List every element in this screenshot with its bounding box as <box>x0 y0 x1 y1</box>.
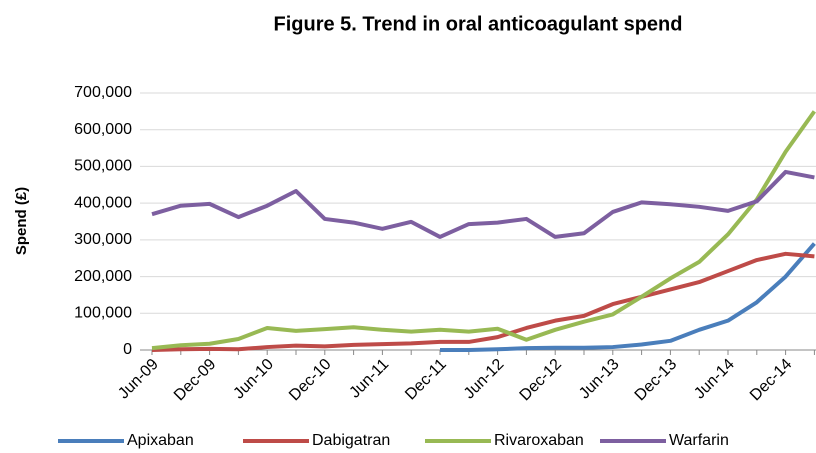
legend-label: Apixaban <box>127 432 194 449</box>
y-tick-label: 300,000 <box>74 231 132 248</box>
y-tick-label: 500,000 <box>74 158 132 175</box>
series-line <box>440 242 816 352</box>
x-tick-label: Dec-12 <box>517 356 566 405</box>
x-tick-label: Dec-11 <box>402 356 450 404</box>
y-axis-label: Spend (£) <box>13 187 30 255</box>
y-tick-label: 0 <box>123 341 132 358</box>
x-tick-label: Dec-09 <box>171 356 220 405</box>
series-line <box>151 251 815 352</box>
series-line <box>151 169 815 239</box>
x-tick-label: Jun-11 <box>346 356 392 402</box>
y-tick-label: 700,000 <box>74 84 132 101</box>
x-tick-label: Jun-10 <box>230 356 277 403</box>
y-tick-label: 600,000 <box>74 121 132 138</box>
x-tick-label: Jun-12 <box>461 356 508 403</box>
x-tick-label: Jun-13 <box>576 356 623 403</box>
legend-label: Warfarin <box>669 432 729 449</box>
y-tick-label: 400,000 <box>74 194 132 211</box>
x-tick-label: Jun-14 <box>691 356 738 403</box>
x-tick-label: Dec-13 <box>632 356 681 405</box>
y-tick-label: 100,000 <box>74 305 132 322</box>
series-line <box>151 110 816 351</box>
y-tick-label: 200,000 <box>74 268 132 285</box>
chart-title: Figure 5. Trend in oral anticoagulant sp… <box>274 13 683 35</box>
x-tick-label: Dec-10 <box>286 356 335 405</box>
x-tick-label: Jun-09 <box>115 356 162 403</box>
x-tick-label: Dec-14 <box>747 356 796 405</box>
legend-label: Dabigatran <box>312 432 390 449</box>
legend-label: Rivaroxaban <box>494 432 584 449</box>
